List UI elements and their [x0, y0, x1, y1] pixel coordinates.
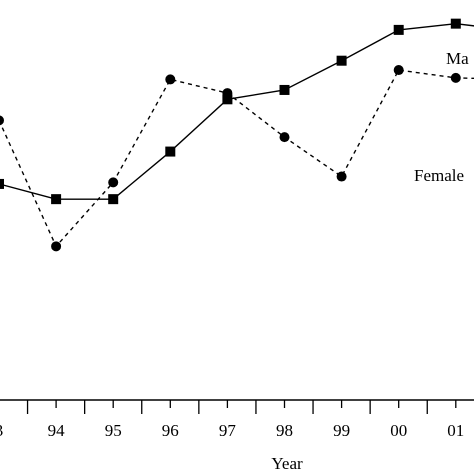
x-tick-label-99: 99: [333, 421, 350, 440]
x-tick-label-01: 01: [447, 421, 464, 440]
series-label-female: Female: [414, 166, 464, 185]
point-male-94: [51, 194, 62, 205]
series-layer: [0, 18, 474, 252]
x-axis-ticks: 3 94 95 96 97 98 99 00 01: [0, 400, 464, 440]
x-tick-label-95: 95: [105, 421, 122, 440]
series-label-male: Ma: [446, 49, 469, 68]
x-tick-label-98: 98: [276, 421, 293, 440]
point-female-94: [51, 241, 62, 252]
point-female-96: [165, 74, 176, 85]
point-male-00: [393, 24, 404, 35]
point-male-99: [336, 55, 347, 66]
point-female-99: [336, 171, 347, 182]
point-female-00: [393, 65, 404, 76]
point-male-95: [108, 194, 119, 205]
x-tick-label-93: 3: [0, 421, 3, 440]
x-tick-label-97: 97: [219, 421, 237, 440]
point-male-01: [450, 18, 461, 29]
x-tick-label-94: 94: [48, 421, 66, 440]
point-female-93: [0, 115, 4, 126]
series-line-male: [0, 22, 474, 200]
point-female-95: [108, 177, 119, 188]
series-line-female: [0, 69, 474, 248]
x-tick-label-00: 00: [390, 421, 407, 440]
point-female-01: [450, 72, 461, 83]
point-female-98: [279, 132, 290, 143]
point-male-96: [165, 146, 176, 157]
x-axis-title: Year: [271, 454, 303, 473]
point-female-97: [222, 88, 233, 99]
point-male-98: [279, 84, 290, 95]
point-male-93: [0, 178, 4, 189]
point-male-97: [222, 94, 233, 105]
x-tick-label-96: 96: [162, 421, 179, 440]
